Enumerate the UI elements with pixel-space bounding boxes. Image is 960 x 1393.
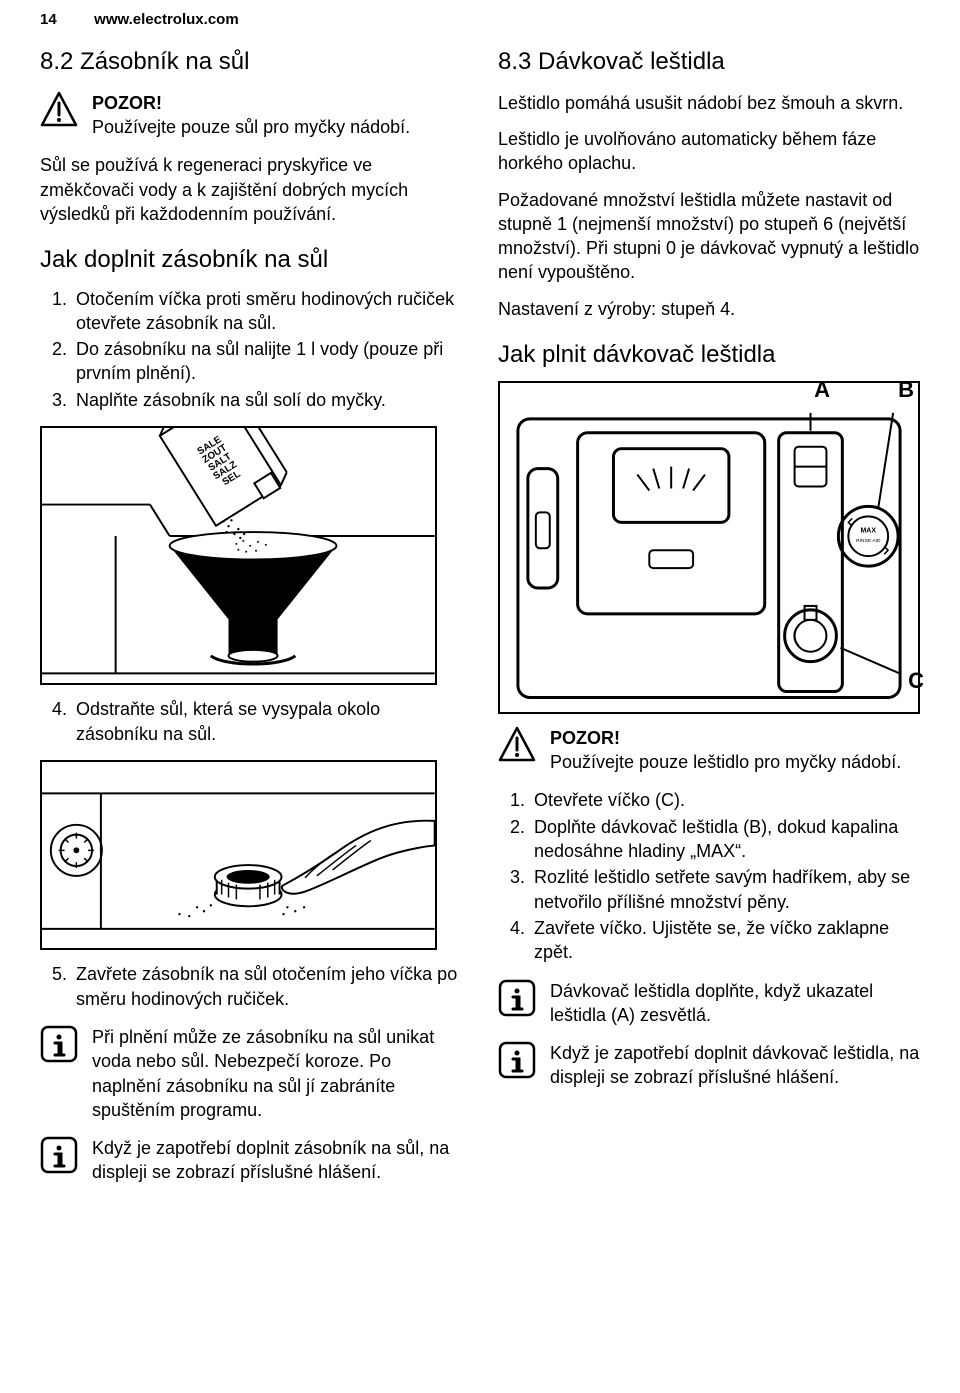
warning-title: POZOR! — [92, 91, 462, 115]
right-column: 8.3 Dávkovač leštidla Leštidlo pomáhá us… — [498, 46, 920, 1198]
warning-icon — [498, 726, 536, 764]
warning-text: POZOR! Používejte pouze leštidlo pro myč… — [550, 726, 920, 775]
figure-rinse-dispenser-wrap: A B — [498, 381, 920, 713]
warning-callout-salt: POZOR! Používejte pouze sůl pro myčky ná… — [40, 91, 462, 140]
section-title-salt: 8.2 Zásobník na sůl — [40, 46, 462, 78]
rinse-para-4: Nastavení z výroby: stupeň 4. — [498, 297, 920, 321]
warning-icon — [40, 91, 78, 129]
rinse-para-1: Leštidlo pomáhá usušit nádobí bez šmouh … — [498, 91, 920, 115]
info-text: Při plnění může ze zásobníku na sůl unik… — [92, 1025, 462, 1122]
rinse-para-3: Požadované množství leštidla můžete nast… — [498, 188, 920, 285]
list-item: Naplňte zásobník na sůl solí do myčky. — [72, 388, 462, 412]
page-header: 14 www.electrolux.com — [40, 10, 920, 30]
info-icon — [40, 1025, 78, 1063]
info-icon — [498, 979, 536, 1017]
warning-body: Používejte pouze sůl pro myčky nádobí. — [92, 117, 410, 137]
figure-label-b: B — [898, 375, 914, 405]
info-text: Když je zapotřebí doplnit zásobník na sů… — [92, 1136, 462, 1185]
figure-rinse-dispenser: MAX RINSE AID — [498, 381, 920, 713]
list-item: Doplňte dávkovač leštidla (B), dokud kap… — [530, 815, 920, 864]
info-callout-rinse-2: Když je zapotřebí doplnit dávkovač lešti… — [498, 1041, 920, 1090]
list-item: Otevřete víčko (C). — [530, 788, 920, 812]
svg-text:RINSE AID: RINSE AID — [856, 539, 881, 545]
salt-step-5: Zavřete zásobník na sůl otočením jeho ví… — [40, 962, 462, 1011]
warning-callout-rinse: POZOR! Používejte pouze leštidlo pro myč… — [498, 726, 920, 775]
left-column: 8.2 Zásobník na sůl POZOR! Používejte po… — [40, 46, 462, 1198]
list-item: Zavřete zásobník na sůl otočením jeho ví… — [72, 962, 462, 1011]
info-icon — [498, 1041, 536, 1079]
list-item: Otočením víčka proti směru hodinových ru… — [72, 287, 462, 336]
figure-salt-pour: SALE ZOUT SALT SALZ SEL — [40, 426, 437, 685]
list-item: Zavřete víčko. Ujistěte se, že víčko zak… — [530, 916, 920, 965]
warning-text: POZOR! Používejte pouze sůl pro myčky ná… — [92, 91, 462, 140]
info-icon — [40, 1136, 78, 1174]
list-item: Rozlité leštidlo setřete savým hadříkem,… — [530, 865, 920, 914]
subhead-fill-rinse: Jak plnit dávkovač leštidla — [498, 339, 920, 371]
rinse-steps: Otevřete víčko (C). Doplňte dávkovač leš… — [498, 788, 920, 964]
salt-step-4: Odstraňte sůl, která se vysypala okolo z… — [40, 697, 462, 746]
section-title-rinse: 8.3 Dávkovač leštidla — [498, 46, 920, 78]
figure-label-c: C — [908, 666, 924, 696]
info-callout-rinse-1: Dávkovač leštidla doplňte, když ukazatel… — [498, 979, 920, 1028]
content-columns: 8.2 Zásobník na sůl POZOR! Používejte po… — [40, 46, 920, 1198]
warning-body: Používejte pouze leštidlo pro myčky nádo… — [550, 752, 901, 772]
figure-wipe-salt — [40, 760, 437, 951]
svg-text:MAX: MAX — [861, 528, 877, 535]
list-item: Odstraňte sůl, která se vysypala okolo z… — [72, 697, 462, 746]
subhead-fill-salt: Jak doplnit zásobník na sůl — [40, 244, 462, 276]
rinse-para-2: Leštidlo je uvolňováno automaticky během… — [498, 127, 920, 176]
salt-steps-1-3: Otočením víčka proti směru hodinových ru… — [40, 287, 462, 412]
salt-intro: Sůl se používá k regeneraci pryskyřice v… — [40, 153, 462, 226]
site-url: www.electrolux.com — [94, 11, 239, 28]
warning-title: POZOR! — [550, 726, 920, 750]
info-callout-salt-2: Když je zapotřebí doplnit zásobník na sů… — [40, 1136, 462, 1185]
info-text: Když je zapotřebí doplnit dávkovač lešti… — [550, 1041, 920, 1090]
info-callout-salt-1: Při plnění může ze zásobníku na sůl unik… — [40, 1025, 462, 1122]
page-number: 14 — [40, 10, 90, 30]
figure-label-a: A — [814, 375, 830, 405]
list-item: Do zásobníku na sůl nalijte 1 l vody (po… — [72, 337, 462, 386]
info-text: Dávkovač leštidla doplňte, když ukazatel… — [550, 979, 920, 1028]
